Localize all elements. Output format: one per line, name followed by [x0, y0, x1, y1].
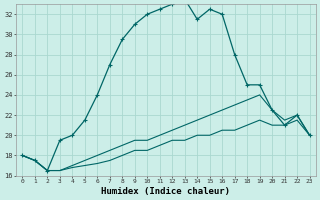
X-axis label: Humidex (Indice chaleur): Humidex (Indice chaleur)	[101, 187, 230, 196]
